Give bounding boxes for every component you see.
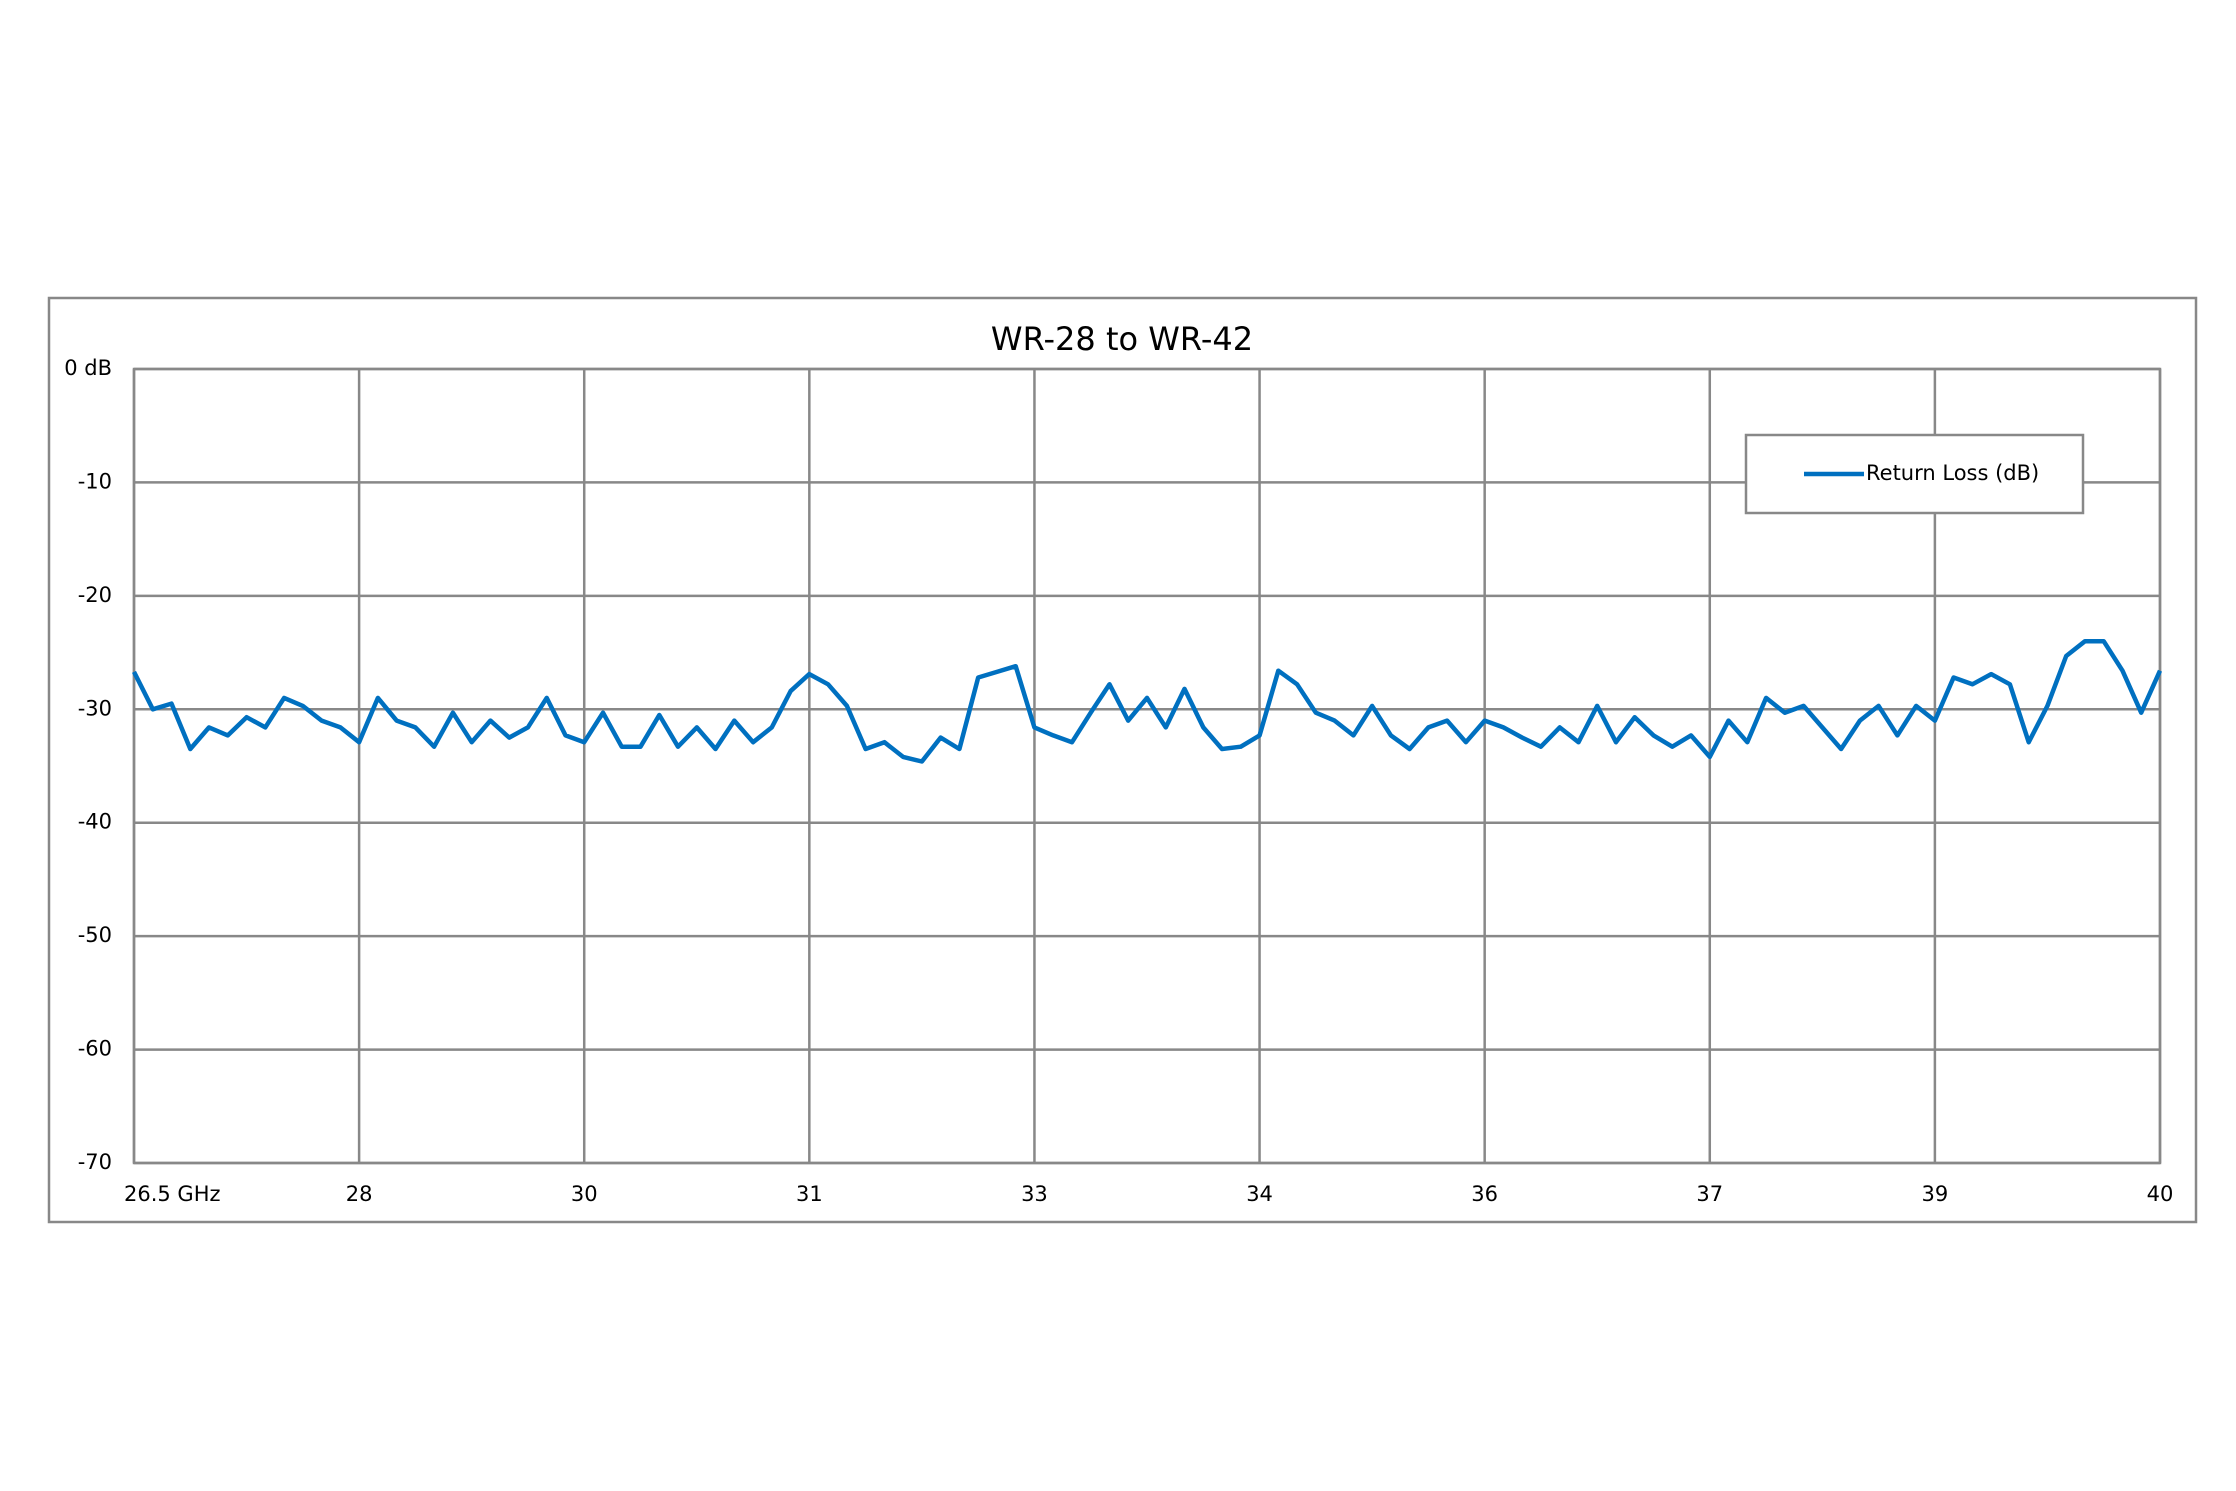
series-line: [131, 638, 2163, 764]
x-tick-label: 31: [796, 1182, 823, 1206]
x-tick-label: 28: [346, 1182, 373, 1206]
y-tick-label: -20: [78, 583, 112, 607]
y-tick-label: -50: [78, 923, 112, 947]
chart-title: WR-28 to WR-42: [991, 320, 1253, 358]
y-tick-label: -30: [78, 696, 112, 720]
y-tick-label: 0 dB: [64, 356, 112, 380]
x-tick-label: 34: [1246, 1182, 1273, 1206]
y-tick-label: -70: [78, 1150, 112, 1174]
legend-label: Return Loss (dB): [1866, 461, 2039, 485]
x-tick-label: 36: [1471, 1182, 1498, 1206]
x-tick-label: 30: [571, 1182, 598, 1206]
y-tick-label: -60: [78, 1037, 112, 1061]
x-tick-label: 39: [1922, 1182, 1949, 1206]
legend-box: [1744, 433, 2085, 515]
y-tick-label: -10: [78, 469, 112, 493]
x-tick-label: 37: [1696, 1182, 1723, 1206]
x-tick-label: 40: [2147, 1182, 2174, 1206]
x-tick-label: 33: [1021, 1182, 1048, 1206]
y-tick-label: -40: [78, 810, 112, 834]
x-tick-label: 26.5 GHz: [124, 1182, 221, 1206]
